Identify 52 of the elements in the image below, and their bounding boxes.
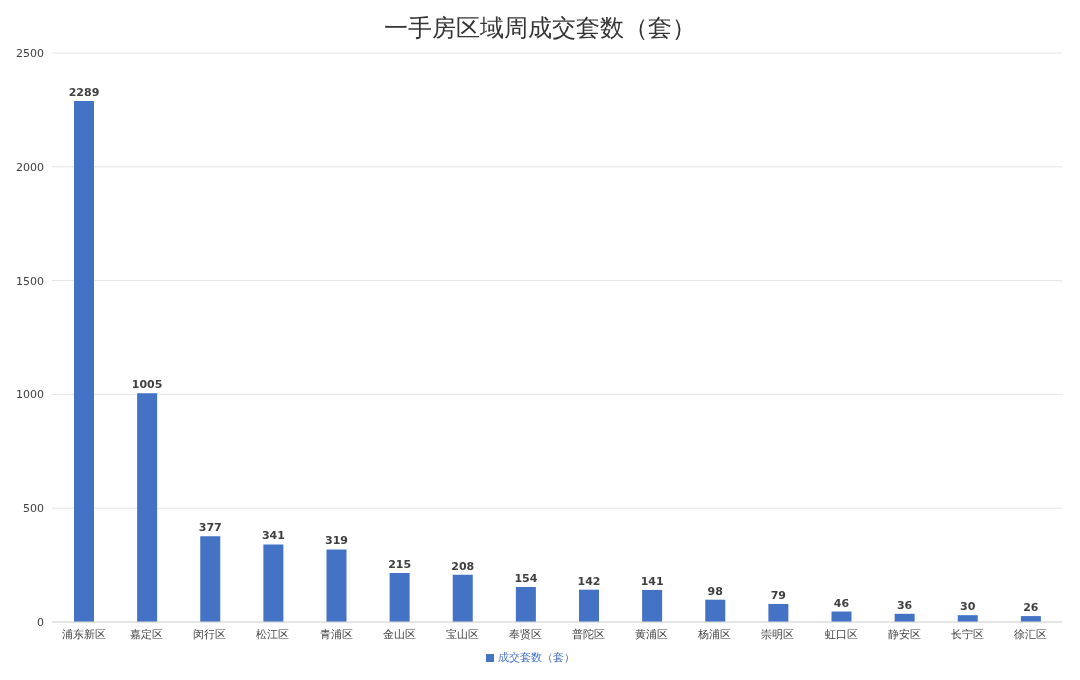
bar xyxy=(263,544,284,622)
data-label: 79 xyxy=(770,589,787,603)
y-tick-label: 500 xyxy=(23,502,44,516)
data-label: 319 xyxy=(325,534,348,548)
data-label: 341 xyxy=(261,529,285,543)
bar xyxy=(326,549,347,622)
data-label: 377 xyxy=(198,521,222,535)
x-tick-label: 奉贤区 xyxy=(508,627,542,641)
x-tick-label: 杨浦区 xyxy=(697,627,732,641)
data-label: 1005 xyxy=(131,378,163,392)
x-tick-label: 闵行区 xyxy=(193,627,227,641)
x-tick-label: 崇明区 xyxy=(761,627,795,641)
bar xyxy=(200,536,221,622)
bar xyxy=(579,589,599,622)
x-tick-label: 徐汇区 xyxy=(1013,627,1047,641)
data-label: 215 xyxy=(388,558,412,572)
bar xyxy=(389,573,410,622)
y-tick-label: 2500 xyxy=(16,46,44,60)
data-label: 2289 xyxy=(68,86,100,100)
data-label: 154 xyxy=(514,571,538,585)
data-label: 208 xyxy=(451,559,475,573)
data-label: 141 xyxy=(640,574,664,588)
x-tick-label: 嘉定区 xyxy=(130,627,164,641)
bar xyxy=(452,574,473,622)
x-tick-label: 宝山区 xyxy=(445,627,479,641)
bar xyxy=(642,589,663,622)
data-label: 26 xyxy=(1023,601,1039,615)
x-tick-label: 静安区 xyxy=(887,627,921,641)
legend-label: 成交套数（套） xyxy=(497,651,575,664)
bar xyxy=(74,101,94,622)
x-tick-label: 虹口区 xyxy=(824,627,858,641)
bar xyxy=(515,586,536,622)
x-tick-label: 浦东新区 xyxy=(61,627,106,641)
data-label: 30 xyxy=(960,600,976,614)
bar xyxy=(137,393,158,622)
x-tick-label: 普陀区 xyxy=(572,627,606,641)
y-tick-label: 1000 xyxy=(16,388,44,402)
data-label: 98 xyxy=(707,584,723,598)
data-label: 142 xyxy=(577,574,601,588)
x-tick-label: 青浦区 xyxy=(319,627,353,641)
y-tick-label: 2000 xyxy=(16,160,44,174)
x-tick-label: 长宁区 xyxy=(950,627,984,641)
bar xyxy=(768,604,789,622)
x-tick-label: 松江区 xyxy=(256,627,290,641)
x-tick-label: 金山区 xyxy=(382,627,416,641)
data-label: 46 xyxy=(833,596,850,610)
y-tick-label: 1500 xyxy=(16,274,44,288)
x-tick-label: 黄浦区 xyxy=(635,627,669,641)
chart-title: 一手房区域周成交套数（套） xyxy=(383,13,697,44)
bar xyxy=(705,599,726,622)
y-tick-label: 0 xyxy=(37,615,44,629)
data-label: 36 xyxy=(896,598,913,612)
